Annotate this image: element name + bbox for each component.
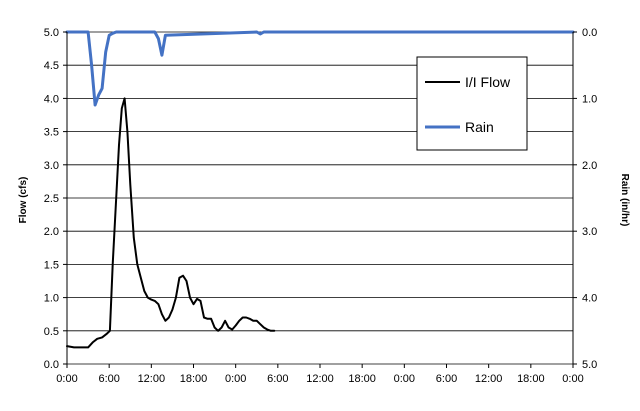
- legend: I/I Flow Rain: [416, 56, 528, 151]
- x-tick-label: 6:00: [98, 373, 119, 385]
- x-tick-label: 12:00: [306, 373, 334, 385]
- x-tick-label: 12:00: [475, 373, 503, 385]
- y-left-tick-label: 0.0: [44, 359, 59, 371]
- y-right-tick-label: 4.0: [582, 293, 597, 305]
- legend-label-flow: I/I Flow: [465, 74, 511, 90]
- y-left-tick-label: 5.0: [44, 27, 59, 39]
- y-left-tick-label: 0.5: [44, 326, 59, 338]
- y-left-tick-label: 4.5: [44, 60, 59, 72]
- y-right-tick-label: 2.0: [582, 160, 597, 172]
- series-line-rain: [65, 30, 575, 107]
- y-right-tick-label: 3.0: [582, 226, 597, 238]
- x-tick-label: 12:00: [138, 373, 166, 385]
- x-tick-label: 0:00: [56, 373, 77, 385]
- x-tick-label: 6:00: [267, 373, 288, 385]
- y-left-tick-label: 2.0: [44, 226, 59, 238]
- y-left-tick-label: 3.5: [44, 127, 59, 139]
- x-tick-label: 18:00: [348, 373, 376, 385]
- x-tick-label: 0:00: [562, 373, 583, 385]
- x-tick-label: 6:00: [436, 373, 457, 385]
- y-left-tick-label: 3.0: [44, 160, 59, 172]
- x-tick-label: 0:00: [394, 373, 415, 385]
- y-axis-right-title: Rain (in/hr): [619, 174, 630, 227]
- x-axis-ticks: 0:00 6:00 12:00 18:00 0:00 6:00 12:00 18:00 0:00…: [56, 364, 584, 385]
- y-axis-left-ticks: 0.0 0.5 1.0 1.5 2.0 2.5 3.0 3.5 4.0 4.5 5.0: [44, 27, 67, 371]
- y-axis-left-title: Flow (cfs): [18, 177, 29, 224]
- y-axis-right-ticks: 0.0 1.0 2.0 3.0 4.0 5.0: [573, 27, 597, 371]
- y-right-tick-label: 0.0: [582, 27, 597, 39]
- x-tick-label: 18:00: [517, 373, 545, 385]
- series-group: [65, 30, 575, 349]
- legend-label-rain: Rain: [465, 119, 494, 135]
- y-right-tick-label: 5.0: [582, 359, 597, 371]
- series-line-flow: [66, 97, 276, 349]
- x-tick-label: 18:00: [180, 373, 208, 385]
- y-left-tick-label: 4.0: [44, 93, 59, 105]
- y-left-tick-label: 1.0: [44, 293, 59, 305]
- y-right-tick-label: 1.0: [582, 93, 597, 105]
- x-tick-label: 0:00: [225, 373, 246, 385]
- legend-box: [416, 56, 528, 151]
- y-left-tick-label: 1.5: [44, 259, 59, 271]
- y-left-tick-label: 2.5: [44, 193, 59, 205]
